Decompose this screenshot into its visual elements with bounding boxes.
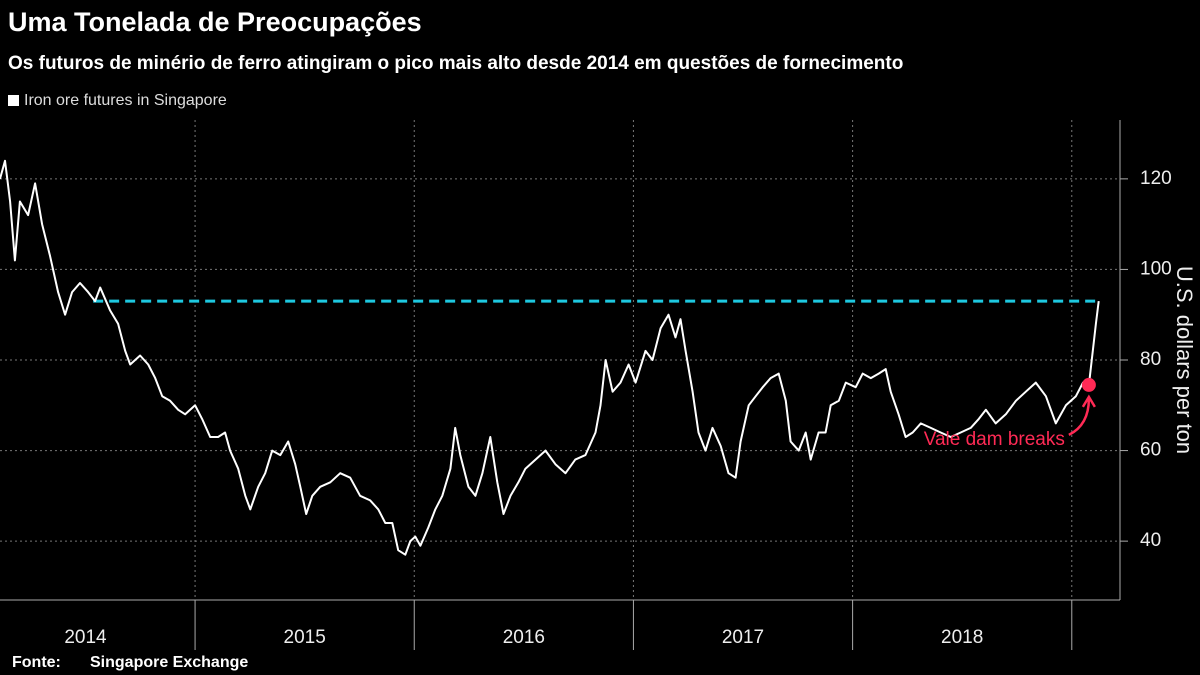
x-tick-label: 2017	[722, 627, 764, 648]
y-axis-label: U.S. dollars per ton	[1172, 266, 1197, 454]
legend-swatch	[8, 95, 19, 106]
x-tick-label: 2014	[64, 627, 107, 648]
chart-title: Uma Tonelada de Preocupações	[8, 7, 422, 37]
y-tick-label: 120	[1140, 168, 1172, 189]
y-tick-label: 60	[1140, 440, 1161, 461]
y-tick-label: 100	[1140, 258, 1172, 279]
annotation-text: Vale dam breaks	[924, 429, 1065, 450]
x-tick-label: 2016	[503, 627, 545, 648]
source: Singapore Exchange	[90, 654, 248, 671]
annotation-point	[1081, 377, 1096, 392]
source-label: Fonte:	[12, 654, 61, 671]
y-tick-label: 40	[1140, 530, 1161, 551]
annotation-arrow	[1068, 398, 1091, 437]
chart-subtitle: Os futuros de minério de ferro atingiram…	[8, 53, 903, 74]
y-tick-label: 80	[1140, 349, 1161, 370]
x-tick-label: 2018	[941, 627, 983, 648]
legend-label: Iron ore futures in Singapore	[24, 92, 227, 109]
annotation-arrowhead	[1081, 394, 1096, 408]
x-tick-label: 2015	[284, 627, 326, 648]
series-line	[0, 159, 1100, 556]
